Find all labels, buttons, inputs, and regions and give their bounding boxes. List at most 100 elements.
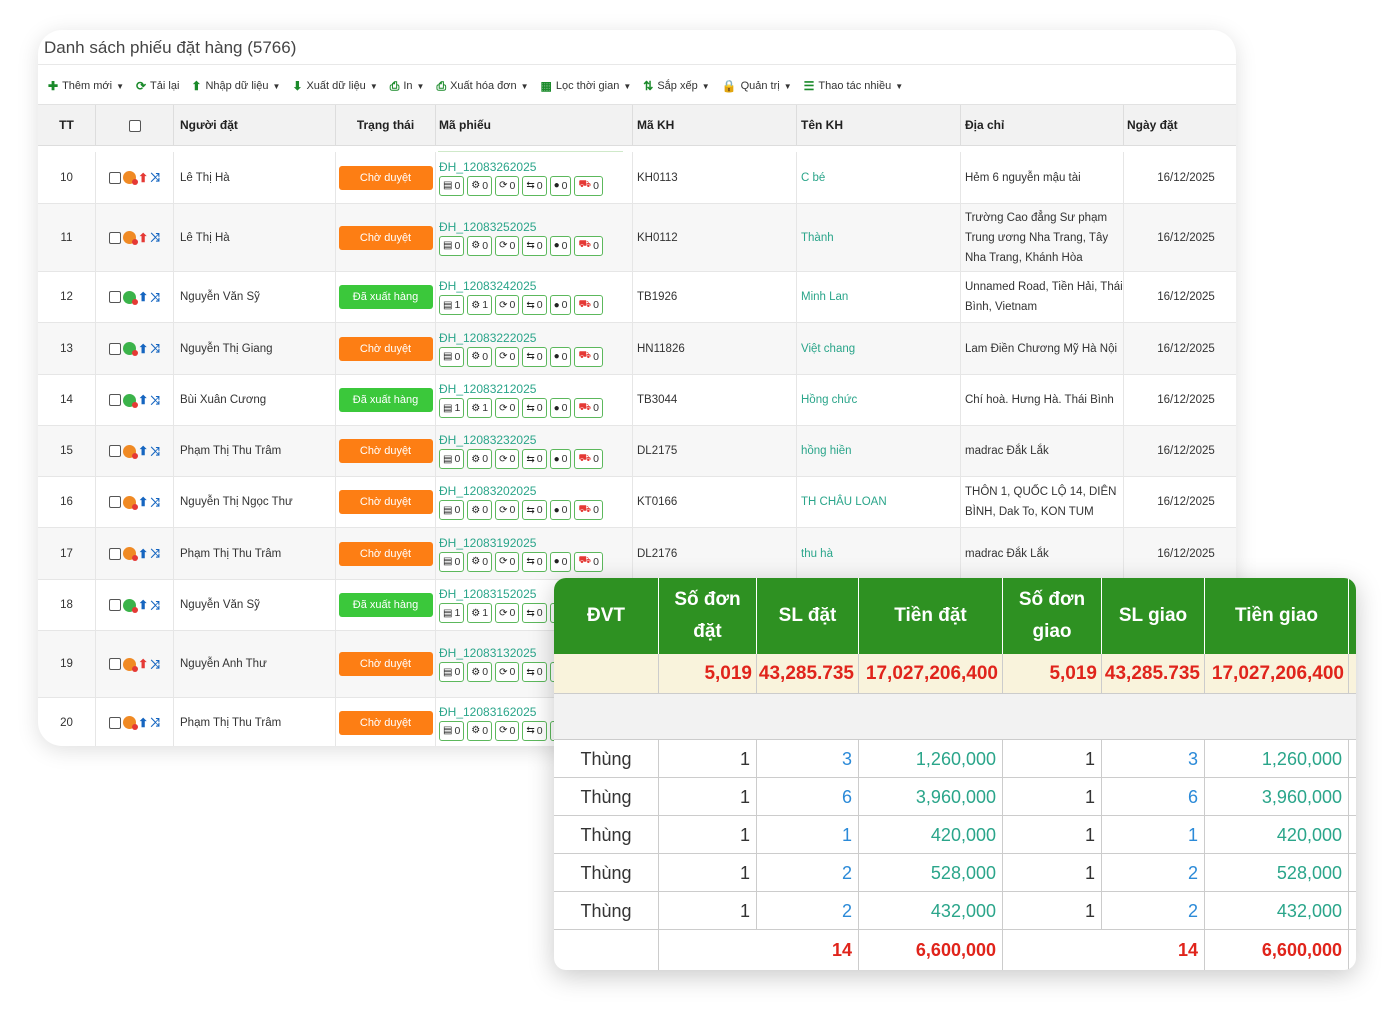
shuffle-icon[interactable]: ⤨ xyxy=(150,289,160,304)
counter-register-button[interactable]: ▤ 0 xyxy=(439,449,465,469)
counter-comment-button[interactable]: ●0 xyxy=(549,175,572,196)
counter-gears-button[interactable]: ⚙ 0 xyxy=(467,235,493,256)
customer-name-link[interactable]: Việt chang xyxy=(797,323,961,374)
col-trang-thai[interactable]: Trạng thái xyxy=(336,105,436,146)
counter-gears-button[interactable]: ⚙ 0 xyxy=(467,500,493,520)
counter-register-button[interactable]: ▤ 0 xyxy=(439,175,465,196)
row-checkbox[interactable] xyxy=(109,658,122,670)
counter-comment-button[interactable]: ●0 xyxy=(549,551,572,572)
shuffle-icon[interactable]: ⤨ xyxy=(150,341,160,355)
row-checkbox[interactable] xyxy=(109,394,122,406)
status-badge[interactable]: Chờ duyệt xyxy=(338,541,433,566)
toolbar-download-button[interactable]: ⬇ Xuất dữ liệu ▼ xyxy=(292,79,377,93)
order-code-link[interactable]: ĐH_12083222025 xyxy=(439,330,537,345)
status-badge[interactable]: Đã xuất hàng xyxy=(338,388,433,412)
shuffle-icon[interactable]: ⤨ xyxy=(150,494,160,509)
counter-refresh-button[interactable]: ⟳ 0 xyxy=(495,295,520,315)
toolbar-refresh-button[interactable]: ⟳ Tải lại xyxy=(136,79,179,93)
table-row[interactable]: 13 ⬆ ⤨ Nguyễn Thị Giang Chờ duyệt ĐH_12083222… xyxy=(38,323,1236,375)
shuffle-icon[interactable]: ⤨ xyxy=(150,170,160,184)
counter-swap-button[interactable]: ⇆ 0 xyxy=(522,175,547,196)
counter-swap-button[interactable]: ⇆ 0 xyxy=(522,398,547,418)
customer-status-icon[interactable] xyxy=(123,598,139,613)
counter-refresh-button[interactable]: ⟳ 0 xyxy=(495,603,520,623)
upload-icon[interactable]: ⬆ xyxy=(138,657,149,671)
counter-comment-button[interactable]: ●0 xyxy=(549,295,572,315)
customer-name-link[interactable]: thu hà xyxy=(797,528,961,579)
counter-car-button[interactable]: ⛟0 xyxy=(574,551,603,572)
header-qty-delivered[interactable]: SL giao xyxy=(1102,578,1205,654)
status-badge[interactable]: Chờ duyệt xyxy=(338,710,433,735)
table-row[interactable]: 10 ⬆ ⤨ Lê Thị Hà Chờ duyệt ĐH_12083262025 ▤ 0 ⚙ 0… xyxy=(38,152,1236,204)
status-badge[interactable]: Chờ duyệt xyxy=(338,165,433,190)
status-badge[interactable]: Chờ duyệt xyxy=(338,490,433,514)
counter-gears-button[interactable]: ⚙ 0 xyxy=(467,449,493,469)
counter-car-button[interactable]: ⛟0 xyxy=(574,295,603,315)
toolbar-upload-button[interactable]: ⬆ Nhập dữ liệu ▼ xyxy=(191,79,280,93)
shuffle-icon[interactable]: ⤨ xyxy=(150,546,160,560)
status-badge[interactable]: Chờ duyệt xyxy=(338,652,433,676)
upload-icon[interactable]: ⬆ xyxy=(138,290,149,304)
counter-refresh-button[interactable]: ⟳ 0 xyxy=(495,235,520,256)
counter-refresh-button[interactable]: ⟳ 0 xyxy=(495,720,520,741)
counter-register-button[interactable]: ▤ 1 xyxy=(439,603,465,623)
counter-register-button[interactable]: ▤ 0 xyxy=(439,235,465,256)
col-ma-kh[interactable]: Mã KH xyxy=(633,105,797,146)
counter-refresh-button[interactable]: ⟳ 0 xyxy=(495,398,520,418)
order-code-link[interactable]: ĐH_12083242025 xyxy=(439,279,537,293)
col-tt[interactable]: TT xyxy=(38,105,96,146)
counter-refresh-button[interactable]: ⟳ 0 xyxy=(495,551,520,572)
customer-name-link[interactable]: C bé xyxy=(797,152,961,203)
counter-car-button[interactable]: ⛟0 xyxy=(574,500,603,520)
col-dia-chi[interactable]: Địa chỉ xyxy=(961,105,1124,146)
row-checkbox[interactable] xyxy=(109,496,122,508)
counter-register-button[interactable]: ▤ 0 xyxy=(439,551,465,572)
table-row[interactable]: 17 ⬆ ⤨ Phạm Thị Thu Trâm Chờ duyệt ĐH_1208319… xyxy=(38,528,1236,580)
toolbar-sort-button[interactable]: ⇅ Sắp xếp ▼ xyxy=(643,79,709,93)
customer-name-link[interactable]: TH CHÂU LOAN xyxy=(797,477,961,527)
table-row[interactable]: 16 ⬆ ⤨ Nguyễn Thị Ngọc Thư Chờ duyệt ĐH_12083… xyxy=(38,477,1236,528)
header-amount-delivered[interactable]: Tiền giao xyxy=(1205,578,1349,654)
counter-swap-button[interactable]: ⇆ 0 xyxy=(522,449,547,469)
header-orders-placed[interactable]: Số đơn đặt xyxy=(659,578,757,654)
customer-status-icon[interactable] xyxy=(123,231,139,245)
toolbar-calendar-button[interactable]: ▦ Lọc thời gian ▼ xyxy=(541,79,632,93)
counter-car-button[interactable]: ⛟0 xyxy=(574,346,603,367)
shuffle-icon[interactable]: ⤨ xyxy=(150,656,160,671)
table-row[interactable]: 14 ⬆ ⤨ Bùi Xuân Cương Đã xuất hàng ĐH_1208321… xyxy=(38,375,1236,426)
col-ma-phieu[interactable]: Mã phiếu xyxy=(436,105,633,146)
counter-swap-button[interactable]: ⇆ 0 xyxy=(522,662,547,682)
toolbar-plus-button[interactable]: ✚ Thêm mới ▼ xyxy=(48,79,124,93)
counter-car-button[interactable]: ⛟0 xyxy=(574,449,603,469)
counter-swap-button[interactable]: ⇆ 0 xyxy=(522,235,547,256)
col-nguoi-dat[interactable]: Người đặt xyxy=(174,105,336,146)
customer-name-link[interactable]: Minh Lan xyxy=(797,272,961,322)
header-orders-delivered[interactable]: Số đơn giao xyxy=(1003,578,1102,654)
row-checkbox[interactable] xyxy=(109,445,122,457)
counter-comment-button[interactable]: ●0 xyxy=(549,500,572,520)
upload-icon[interactable]: ⬆ xyxy=(138,715,149,730)
upload-icon[interactable]: ⬆ xyxy=(138,341,149,356)
shuffle-icon[interactable]: ⤨ xyxy=(150,597,160,612)
status-badge[interactable]: Chờ duyệt xyxy=(338,225,433,250)
col-ten-kh[interactable]: Tên KH xyxy=(797,105,961,146)
status-badge[interactable]: Chờ duyệt xyxy=(338,336,433,361)
row-checkbox[interactable] xyxy=(109,171,122,184)
counter-gears-button[interactable]: ⚙ 0 xyxy=(467,662,493,682)
counter-gears-button[interactable]: ⚙ 0 xyxy=(467,346,493,367)
counter-comment-button[interactable]: ●0 xyxy=(549,346,572,367)
upload-icon[interactable]: ⬆ xyxy=(138,444,149,458)
customer-name-link[interactable]: Thành xyxy=(797,204,961,271)
status-badge[interactable]: Đã xuất hàng xyxy=(338,285,433,309)
row-checkbox[interactable] xyxy=(109,231,122,244)
row-checkbox[interactable] xyxy=(109,291,122,303)
order-code-link[interactable]: ĐH_12083132025 xyxy=(439,646,537,660)
header-qty-placed[interactable]: SL đặt xyxy=(757,578,859,654)
customer-status-icon[interactable] xyxy=(123,657,139,672)
counter-register-button[interactable]: ▤ 1 xyxy=(439,295,465,315)
toolbar-print-button[interactable]: ⎙ In ▼ xyxy=(390,79,425,94)
counter-swap-button[interactable]: ⇆ 0 xyxy=(522,346,547,367)
counter-gears-button[interactable]: ⚙ 1 xyxy=(467,295,493,315)
counter-refresh-button[interactable]: ⟳ 0 xyxy=(495,346,520,367)
toolbar-lock-button[interactable]: 🔒 Quản trị ▼ xyxy=(722,79,792,93)
